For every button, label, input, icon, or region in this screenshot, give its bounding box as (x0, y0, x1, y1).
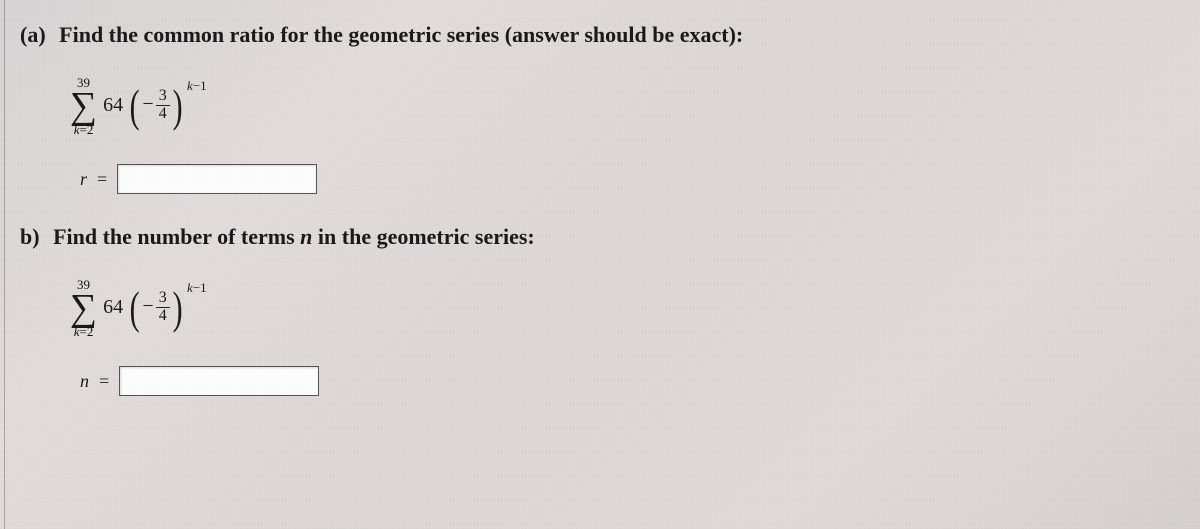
minus-b: − (142, 295, 153, 318)
paren-group-b: ( − 3 4 ) (127, 290, 185, 327)
sigma-column-a: 39 ∑ k=2 (70, 76, 97, 136)
paren-group-a: ( − 3 4 ) (127, 88, 185, 125)
right-paren-a: ) (172, 88, 182, 125)
exponent-b: k−1 (187, 280, 207, 296)
left-paren-b: ( (130, 290, 140, 327)
part-b-heading: b) Find the number of terms n in the geo… (0, 216, 1200, 260)
part-a-answer-row: r = (0, 150, 1200, 216)
right-paren-b: ) (172, 290, 182, 327)
n-symbol: n (300, 224, 312, 249)
part-a-formula: 39 ∑ k=2 64 ( − 3 4 ) k−1 (0, 58, 1200, 150)
sum-lower-a: k=2 (74, 123, 94, 136)
answer-input-r[interactable] (117, 164, 317, 194)
page-left-rule (4, 0, 5, 529)
part-a-heading: (a) Find the common ratio for the geomet… (0, 0, 1200, 58)
part-b-formula: 39 ∑ k=2 64 ( − 3 4 ) k−1 (0, 260, 1200, 352)
answer-eq-a: = (97, 169, 107, 190)
part-a-prompt: Find the common ratio for the geometric … (59, 22, 743, 47)
answer-var-r: r (80, 169, 87, 190)
minus-a: − (142, 93, 153, 116)
sigma-symbol-a: ∑ (70, 89, 97, 123)
answer-var-n: n (80, 371, 89, 392)
sigma-symbol-b: ∑ (70, 291, 97, 325)
coefficient-b: 64 (103, 296, 123, 319)
coefficient-a: 64 (103, 94, 123, 117)
exponent-a: k−1 (187, 78, 207, 94)
sigma-column-b: 39 ∑ k=2 (70, 278, 97, 338)
part-b-prompt-before: Find the number of terms (53, 224, 300, 249)
part-b-label: b) (20, 224, 40, 249)
part-b-answer-row: n = (0, 352, 1200, 406)
part-a-label: (a) (20, 22, 46, 47)
part-b-prompt-after: in the geometric series: (312, 224, 534, 249)
fraction-a: 3 4 (156, 88, 170, 123)
answer-input-n[interactable] (119, 366, 319, 396)
fraction-b: 3 4 (156, 290, 170, 325)
sum-lower-b: k=2 (74, 325, 94, 338)
left-paren-a: ( (130, 88, 140, 125)
answer-eq-b: = (99, 371, 109, 392)
